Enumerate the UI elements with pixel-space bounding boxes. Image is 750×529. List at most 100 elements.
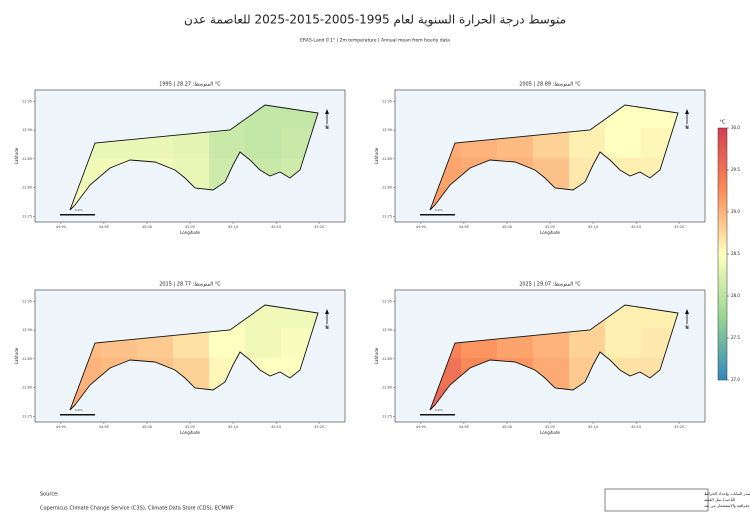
scale-bar	[60, 414, 95, 416]
x-tick-label: 45.15	[271, 225, 281, 229]
coastline	[69, 304, 319, 411]
y-tick-label: 12.80	[22, 186, 32, 190]
source-label: Source:	[40, 492, 59, 498]
map-panel: 2025 | المتوسط: 29.07 °C N 5 km 44.90 44.95 4…	[374, 282, 706, 435]
x-tick-label: 45.10	[228, 225, 238, 229]
panel-title: 2005 | المتوسط: 28.89 °C	[519, 82, 581, 88]
x-tick-label: 45.20	[314, 225, 324, 229]
x-tick-label: 45.20	[314, 425, 324, 429]
north-arrow-head	[325, 309, 329, 314]
coastline	[69, 104, 319, 211]
coastline	[429, 104, 679, 211]
scale-label: 5 km	[75, 408, 83, 412]
y-tick-label: 12.85	[22, 157, 32, 161]
x-axis-label: Longitude	[540, 230, 560, 235]
x-tick-label: 45.05	[545, 425, 555, 429]
y-tick-label: 12.90	[382, 128, 392, 132]
y-axis-label: Latitude	[14, 347, 19, 364]
y-tick-label: 12.80	[382, 186, 392, 190]
x-tick-label: 45.10	[228, 425, 238, 429]
x-axis-label: Longitude	[180, 430, 200, 435]
x-axis-label: Longitude	[540, 430, 560, 435]
credit-line: الباحث/ نبيل الفقيه	[704, 497, 735, 502]
x-tick-label: 44.90	[56, 425, 66, 429]
x-tick-label: 45.00	[142, 425, 152, 429]
y-tick-label: 12.75	[22, 414, 32, 418]
x-tick-label: 45.15	[631, 225, 641, 229]
panel-title: 1995 | المتوسط: 28.27 °C	[159, 82, 221, 88]
x-tick-label: 45.05	[185, 225, 195, 229]
temperature-cell	[245, 128, 281, 158]
y-tick-label: 12.75	[382, 214, 392, 218]
colorbar-tick-label: 30.0	[731, 125, 740, 130]
north-label: N	[685, 125, 688, 130]
x-axis-label: Longitude	[180, 230, 200, 235]
y-axis-label: Latitude	[374, 347, 379, 364]
y-tick-label: 12.95	[22, 299, 32, 303]
panel-title: 2025 | المتوسط: 29.07 °C	[519, 282, 581, 288]
x-tick-label: 45.05	[545, 225, 555, 229]
map-panel: 2015 | المتوسط: 28.77 °C N 5 km 44.90 44.95 4…	[14, 282, 346, 435]
x-tick-label: 45.15	[271, 425, 281, 429]
colorbar-tick-label: 27.0	[731, 377, 740, 382]
north-label: N	[325, 125, 328, 130]
subtitle: ERA5-Land 0.1° | 2m temperature | Annual…	[300, 38, 450, 44]
y-tick-label: 12.80	[382, 386, 392, 390]
y-tick-label: 12.80	[22, 386, 32, 390]
colorbar-tick-label: 29.0	[731, 209, 740, 214]
x-tick-label: 44.95	[459, 425, 469, 429]
y-tick-label: 12.85	[382, 157, 392, 161]
scale-bar	[420, 214, 455, 216]
north-arrow-head	[325, 109, 329, 114]
colorbar-tick-label: 28.5	[731, 251, 740, 256]
source: Copernicus Climate Change Service (C3S),…	[40, 506, 234, 512]
colorbar	[717, 127, 728, 381]
x-tick-label: 44.95	[459, 225, 469, 229]
x-tick-label: 45.00	[142, 225, 152, 229]
north-label: N	[685, 325, 688, 330]
colorbar-tick-label: 27.5	[731, 335, 740, 340]
y-axis-label: Latitude	[14, 147, 19, 164]
x-tick-label: 45.20	[674, 225, 684, 229]
north-arrow-head	[685, 309, 689, 314]
scale-label: 5 km	[435, 208, 443, 212]
colorbar-tick-label: 29.5	[731, 167, 740, 172]
scale-bar	[60, 214, 95, 216]
y-tick-label: 12.95	[22, 99, 32, 103]
scale-bar	[420, 414, 455, 416]
x-tick-label: 45.00	[502, 425, 512, 429]
x-tick-label: 44.95	[99, 425, 109, 429]
x-tick-label: 44.95	[99, 225, 109, 229]
temperature-cell	[605, 128, 641, 158]
scale-label: 5 km	[435, 408, 443, 412]
credit-box	[604, 488, 709, 512]
x-tick-label: 45.05	[185, 425, 195, 429]
y-tick-label: 12.85	[382, 357, 392, 361]
north-arrow-head	[685, 109, 689, 114]
credit-line: مصدر البيانات وإعداد الخرائط	[704, 491, 750, 497]
y-tick-label: 12.75	[22, 214, 32, 218]
y-tick-label: 12.95	[382, 99, 392, 103]
y-tick-label: 12.75	[382, 414, 392, 418]
temperature-cell	[245, 328, 281, 358]
y-tick-label: 12.95	[382, 299, 392, 303]
north-label: N	[325, 325, 328, 330]
x-tick-label: 44.90	[416, 425, 426, 429]
colorbar-label: °C	[720, 120, 727, 126]
map-panel: 2005 | المتوسط: 28.89 °C N 5 km 44.90 44.95 4…	[374, 82, 706, 235]
colorbar-tick-label: 28.0	[731, 293, 740, 298]
panel-title: 2015 | المتوسط: 28.77 °C	[159, 282, 221, 288]
y-tick-label: 12.90	[382, 328, 392, 332]
x-tick-label: 45.20	[674, 425, 684, 429]
y-tick-label: 12.85	[22, 357, 32, 361]
y-tick-label: 12.90	[22, 128, 32, 132]
y-axis-label: Latitude	[374, 147, 379, 164]
coastline	[429, 304, 679, 411]
x-tick-label: 45.10	[588, 425, 598, 429]
x-tick-label: 44.90	[56, 225, 66, 229]
x-tick-label: 44.90	[416, 225, 426, 229]
y-tick-label: 12.90	[22, 328, 32, 332]
x-tick-label: 45.10	[588, 225, 598, 229]
map-panel: 1995 | المتوسط: 28.27 °C N 5 km 44.90 44.95 4…	[14, 82, 346, 235]
